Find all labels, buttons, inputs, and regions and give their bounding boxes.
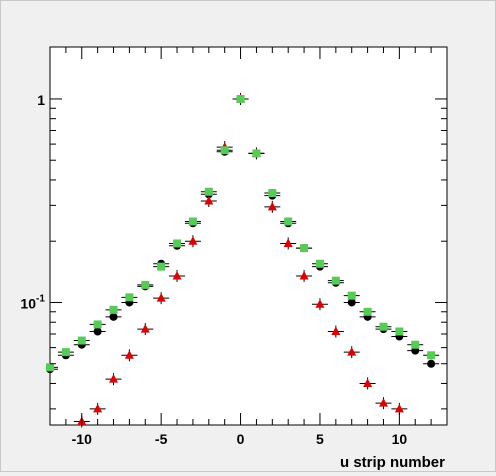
data-point-square	[157, 262, 166, 271]
data-point-square	[173, 239, 182, 248]
data-point-square	[204, 187, 213, 196]
data-point-square	[331, 276, 340, 285]
x-tick-label: -5	[155, 431, 168, 447]
data-point-triangle	[347, 347, 357, 356]
data-point-circle	[347, 298, 356, 307]
data-point-square	[315, 259, 324, 268]
data-point-triangle	[315, 299, 325, 308]
data-point-circle	[93, 327, 102, 336]
data-point-triangle	[204, 196, 214, 205]
data-point-square	[395, 327, 404, 336]
data-point-square	[61, 348, 70, 357]
data-point-square	[300, 244, 309, 253]
data-point-square	[379, 322, 388, 331]
data-point-circle	[427, 359, 436, 368]
data-point-square	[220, 146, 229, 155]
data-point-triangle	[363, 378, 373, 387]
x-tick-label: 0	[237, 431, 245, 447]
data-point-triangle	[378, 398, 388, 407]
data-point-square	[236, 94, 245, 103]
data-point-square	[411, 340, 420, 349]
data-point-square	[363, 307, 372, 316]
data-point-square	[252, 149, 261, 158]
data-point-triangle	[93, 403, 103, 413]
x-axis-label: u strip number	[340, 454, 445, 471]
data-point-triangle	[140, 324, 150, 333]
data-point-triangle	[331, 326, 341, 336]
data-point-square	[188, 217, 197, 226]
data-point-triangle	[283, 238, 293, 247]
data-point-triangle	[188, 236, 198, 245]
y-tick-label: 10	[20, 295, 36, 311]
plot-area	[49, 46, 448, 426]
data-point-triangle	[394, 403, 404, 413]
x-tick-label: 10	[392, 431, 408, 447]
data-point-triangle	[109, 374, 119, 383]
data-marks	[46, 92, 440, 428]
data-point-square	[109, 305, 118, 314]
data-point-square	[93, 320, 102, 329]
data-point-circle	[109, 312, 118, 321]
data-point-triangle	[172, 270, 182, 280]
data-point-square	[268, 189, 277, 198]
x-tick-label: -10	[72, 431, 92, 447]
data-point-square	[77, 336, 86, 345]
data-point-square	[427, 351, 436, 360]
data-point-square	[284, 217, 293, 226]
data-point-triangle	[299, 270, 309, 280]
y-tick-label: 1	[37, 92, 45, 108]
y-tick-label-exponent: -1	[36, 293, 45, 304]
data-point-triangle	[267, 201, 277, 211]
data-point-triangle	[156, 293, 166, 302]
data-point-square	[347, 291, 356, 300]
series-square	[46, 94, 440, 372]
data-point-triangle	[124, 350, 134, 359]
data-point-square	[125, 293, 134, 302]
data-point-square	[46, 363, 54, 372]
data-point-square	[141, 280, 150, 289]
x-tick-label: 5	[316, 431, 324, 447]
